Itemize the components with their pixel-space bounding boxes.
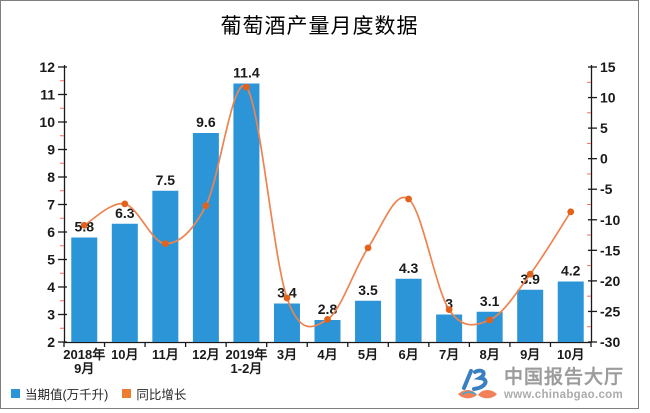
svg-text:-5: -5 [600,181,613,197]
svg-text:3: 3 [47,307,55,323]
svg-text:2: 2 [47,334,55,350]
svg-text:9月: 9月 [520,347,540,362]
svg-text:10月: 10月 [111,347,138,362]
svg-text:11月: 11月 [152,347,179,362]
legend-item-line-series: 同比增长 [122,384,186,403]
svg-text:5: 5 [600,120,608,136]
svg-text:8月: 8月 [480,347,500,362]
chart-frame: 葡萄酒产量月度数据 2 3 4 5 6 7 8 9 10 11 12 -30 -25 -20 -15 -10 -… [0,0,639,409]
legend-swatch-bar [11,389,20,398]
svg-text:9: 9 [47,142,55,158]
svg-text:10: 10 [39,114,55,130]
combo-chart-plot: 2 3 4 5 6 7 8 9 10 11 12 -30 -25 -20 -15 -10 -5 0 5 10 15 201… [39,59,620,376]
svg-text:-15: -15 [600,242,620,258]
svg-text:3.5: 3.5 [358,282,378,298]
legend-item-bar-series: 当期值(万千升) [11,384,108,403]
svg-text:10月: 10月 [557,347,584,362]
svg-text:3.4: 3.4 [277,285,297,301]
svg-text:15: 15 [600,59,616,75]
svg-text:-30: -30 [600,334,620,350]
svg-text:2019年: 2019年 [225,347,267,362]
svg-text:4月: 4月 [317,347,337,362]
svg-text:7: 7 [47,197,55,213]
watermark-text-block: 中国报告大厅 www.chinabgao.com [504,368,624,401]
svg-text:12月: 12月 [192,347,219,362]
svg-text:2018年: 2018年 [63,347,105,362]
svg-text:3: 3 [445,296,453,312]
chinabgao-logo-icon [457,368,497,399]
svg-text:-10: -10 [600,212,620,228]
svg-text:3.1: 3.1 [480,293,500,309]
svg-text:5月: 5月 [358,347,378,362]
svg-text:7.5: 7.5 [156,172,176,188]
svg-text:5: 5 [47,252,55,268]
legend: 当期值(万千升) 同比增长 [11,384,186,403]
svg-text:-20: -20 [600,273,620,289]
svg-text:9月: 9月 [74,361,94,376]
svg-text:6月: 6月 [398,347,418,362]
svg-text:10: 10 [600,90,616,106]
svg-text:-25: -25 [600,303,620,319]
svg-text:2.8: 2.8 [318,301,338,317]
svg-text:3月: 3月 [277,347,297,362]
svg-text:4: 4 [47,279,55,295]
svg-text:4.3: 4.3 [399,260,419,276]
svg-text:8: 8 [47,169,55,185]
legend-swatch-line [122,389,132,398]
svg-text:12: 12 [39,59,55,75]
svg-text:4.2: 4.2 [561,263,581,279]
watermark-url: www.chinabgao.com [503,389,624,401]
svg-text:0: 0 [600,151,608,167]
watermark-name: 中国报告大厅 [503,367,624,388]
svg-text:6.3: 6.3 [115,205,135,221]
svg-text:6: 6 [47,224,55,240]
chart-title: 葡萄酒产量月度数据 [220,15,419,38]
svg-text:11.4: 11.4 [233,65,260,81]
svg-text:11: 11 [40,87,55,103]
legend-label-line: 同比增长 [136,388,187,402]
legend-label-bar: 当期值(万千升) [25,388,109,402]
svg-text:7月: 7月 [439,347,459,362]
watermark-logo: 中国报告大厅 www.chinabgao.com [457,368,624,401]
svg-text:9.6: 9.6 [196,114,216,130]
svg-text:1-2月: 1-2月 [231,361,263,376]
svg-text:3.9: 3.9 [520,271,540,287]
